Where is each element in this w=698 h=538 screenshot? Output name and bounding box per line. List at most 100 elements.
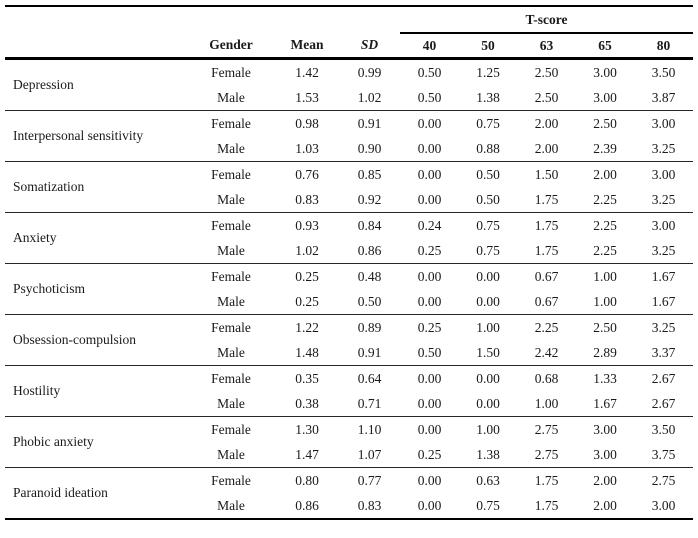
statistics-table: T-score Gender Mean SD 40 50 63 65 80 De…: [5, 5, 694, 520]
gender-cell: Male: [217, 293, 245, 309]
tscore-column-header-40: 40: [400, 33, 459, 60]
table-row: Male 1.47 1.07 0.25 1.38 2.75 3.00 3.75: [5, 442, 693, 468]
gender-cell: Female: [187, 314, 275, 340]
tscore-cell-65: 1.00: [576, 263, 634, 289]
tscore-cell-65: 2.00: [576, 493, 634, 519]
tscore-cell-50: 1.38: [476, 446, 500, 462]
sd-cell: 0.91: [357, 344, 382, 360]
tscore-cell-63: 0.67: [534, 293, 559, 309]
scale-label: Obsession-compulsion: [5, 314, 187, 366]
sd-cell: 0.92: [357, 191, 382, 207]
column-header-row: Gender Mean SD 40 50 63 65 80: [5, 33, 694, 60]
tscore-cell-63: 2.00: [534, 140, 559, 156]
table-row: Paranoid ideation Female 0.80 0.77 0.00 0.63 1…: [5, 467, 694, 519]
mean-cell: 1.30: [275, 416, 339, 442]
tscore-cell-65: 2.25: [593, 242, 617, 258]
tscore-cell-80: 3.25: [634, 314, 694, 340]
gender-cell: Female: [187, 161, 275, 187]
gender-column-header: Gender: [187, 33, 275, 60]
gender-cell: Male: [217, 140, 245, 156]
tscore-cell-40: 0.00: [417, 191, 442, 207]
tscore-cell-80: 2.67: [651, 395, 676, 411]
mean-cell: 1.48: [295, 344, 319, 360]
scale-label: Hostility: [5, 365, 187, 417]
tscore-cell-50: 0.63: [459, 467, 517, 493]
sd-cell: 0.84: [339, 212, 400, 238]
tscore-cell-50: 0.00: [459, 263, 517, 289]
gender-cell: Male: [217, 344, 245, 360]
tscore-cell-40: 0.00: [400, 263, 459, 289]
tscore-cell-40: 0.00: [400, 467, 459, 493]
mean-cell: 1.03: [295, 140, 319, 156]
tscore-cell-50: 0.75: [459, 212, 517, 238]
tscore-cell-40: 0.00: [400, 416, 459, 442]
sd-cell: 0.90: [357, 140, 382, 156]
tscore-cell-40: 0.00: [400, 493, 459, 519]
scale-label: Paranoid ideation: [5, 467, 187, 519]
tscore-cell-80: 3.25: [651, 191, 676, 207]
sd-cell: 0.50: [357, 293, 382, 309]
tscore-cell-40: 0.50: [417, 64, 442, 80]
tscore-cell-65: 2.00: [576, 161, 634, 187]
gender-cell: Female: [187, 467, 275, 493]
gender-cell: Female: [187, 263, 275, 289]
tscore-cell-63: 2.75: [517, 416, 576, 442]
table-row: Anxiety Female 0.93 0.84 0.24 0.75 1.75 2.25 3.0…: [5, 212, 694, 264]
gender-cell: Male: [217, 191, 245, 207]
tscore-cell-50: 0.00: [476, 395, 500, 411]
scale-column-header: [5, 33, 187, 60]
tscore-cell-80: 3.87: [651, 89, 676, 105]
tscore-cell-40: 0.00: [400, 110, 459, 136]
tscore-cell-65: 3.00: [593, 446, 617, 462]
tscore-cell-50: 1.38: [476, 89, 500, 105]
sd-cell: 0.83: [339, 493, 400, 519]
tscore-cell-63: 2.50: [534, 89, 559, 105]
gender-cell: Female: [187, 212, 275, 238]
tscore-group-header: T-score: [400, 6, 694, 34]
tscore-column-header-80: 80: [634, 33, 694, 60]
scale-label: Anxiety: [5, 212, 187, 264]
tscore-cell-40: 0.50: [417, 344, 442, 360]
tscore-cell-63: 1.75: [534, 191, 559, 207]
tscore-cell-50: 0.75: [459, 110, 517, 136]
mean-cell: 0.25: [275, 263, 339, 289]
tscore-cell-80: 3.25: [651, 140, 676, 156]
tscore-cell-63: 1.75: [517, 212, 576, 238]
tscore-cell-65: 2.89: [593, 344, 617, 360]
tscore-cell-80: 3.00: [634, 493, 693, 519]
header-spacer: [5, 6, 400, 33]
scale-label: Psychoticism: [5, 263, 187, 315]
tscore-cell-80: 1.67: [651, 293, 676, 309]
tscore-cell-40: 0.24: [400, 212, 459, 238]
table-row: Male 1.48 0.91 0.50 1.50 2.42 2.89 3.37: [5, 340, 693, 366]
tscore-cell-50: 0.00: [459, 365, 517, 391]
tscore-cell-80: 2.67: [634, 365, 694, 391]
mean-cell: 1.42: [295, 64, 319, 80]
sd-cell: 1.02: [357, 89, 382, 105]
scale-label: Depression: [13, 77, 74, 92]
sd-cell: 0.86: [357, 242, 382, 258]
sd-cell: 0.91: [339, 110, 400, 136]
tscore-cell-50: 0.50: [476, 191, 500, 207]
sd-cell: 0.77: [339, 467, 400, 493]
table-row: Depression Female 1.42 0.99 0.50 1.25 2.50 3.00…: [5, 59, 693, 93]
table-row: Hostility Female 0.35 0.64 0.00 0.00 0.68 1.33 2…: [5, 365, 694, 417]
gender-cell: Female: [187, 416, 275, 442]
tscore-cell-40: 0.00: [400, 161, 459, 187]
tscore-cell-63: 1.75: [534, 242, 559, 258]
tscore-cell-63: 2.75: [534, 446, 559, 462]
sd-cell: 0.89: [339, 314, 400, 340]
gender-cell: Female: [211, 64, 251, 80]
mean-cell: 1.02: [295, 242, 319, 258]
gender-cell: Male: [217, 89, 245, 105]
tscore-cell-40: 0.00: [417, 395, 442, 411]
tscore-cell-40: 0.25: [417, 242, 442, 258]
sd-cell: 1.10: [339, 416, 400, 442]
table-row: Phobic anxiety Female 1.30 1.10 0.00 1.00 2.75…: [5, 416, 694, 468]
tscore-cell-40: 0.25: [400, 314, 459, 340]
tscore-cell-50: 0.75: [476, 242, 500, 258]
tscore-cell-50: 1.00: [459, 314, 517, 340]
tscore-cell-65: 3.00: [593, 89, 617, 105]
mean-cell: 0.86: [275, 493, 339, 519]
gender-cell: Male: [187, 493, 275, 519]
